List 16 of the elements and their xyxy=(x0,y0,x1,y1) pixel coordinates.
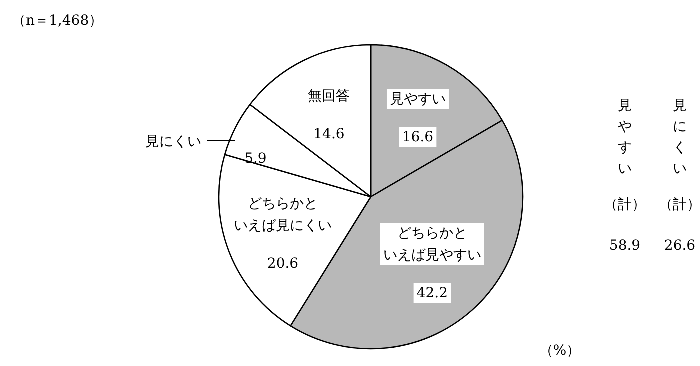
slice-label: 見にくい xyxy=(145,134,202,150)
text: （%） xyxy=(539,343,581,359)
slice-label: どちらかといえば見やすい xyxy=(383,225,482,264)
data-label: 42.2 xyxy=(416,285,448,302)
text: 26.6 xyxy=(664,238,696,254)
slice-label: 見やすい xyxy=(390,91,446,108)
slice-label: 無回答 xyxy=(308,88,350,105)
data-label: 20.6 xyxy=(267,256,299,272)
text: 見やすい（計） xyxy=(604,98,646,213)
data-label: 16.6 xyxy=(402,129,434,146)
text: 見にくい（計） xyxy=(659,98,700,213)
slice-label: どちらかといえば見にくい xyxy=(234,196,332,234)
data-label: 14.6 xyxy=(314,126,345,143)
chart-title: （n＝1,468） xyxy=(12,13,104,29)
data-label: 5.9 xyxy=(244,150,267,167)
text: 58.9 xyxy=(609,238,641,254)
